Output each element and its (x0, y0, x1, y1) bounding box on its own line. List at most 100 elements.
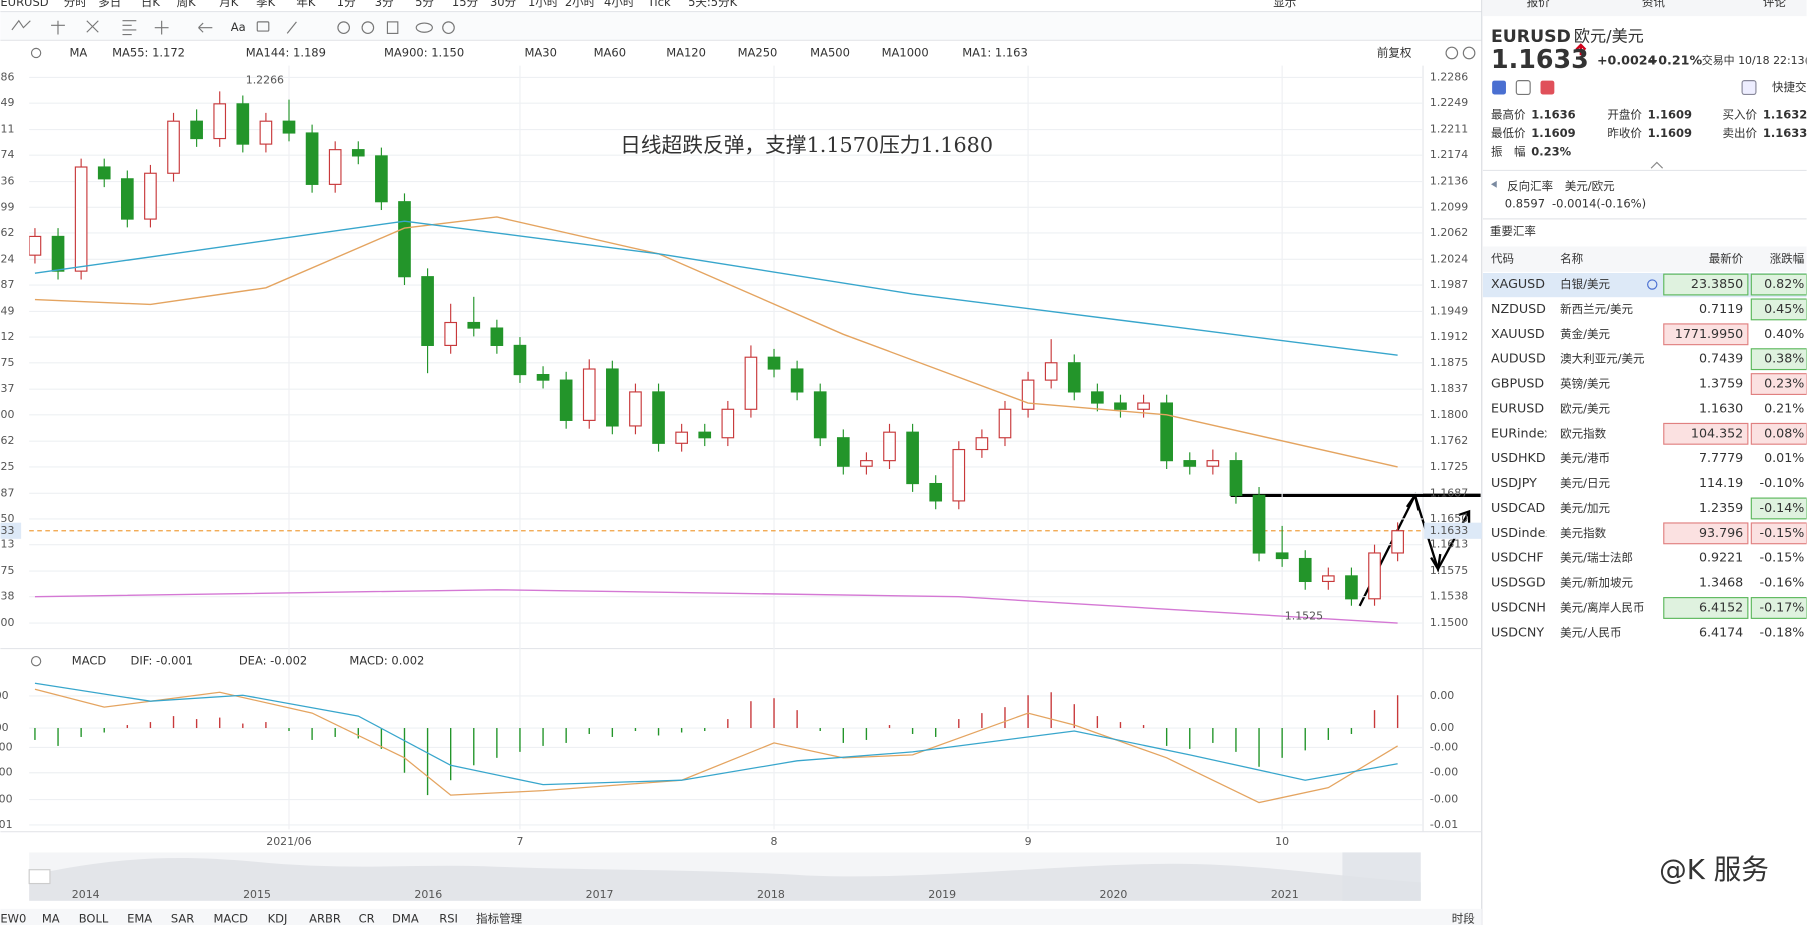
period-tab[interactable]: 1小时 (528, 0, 559, 9)
legend-entry[interactable]: MA144: 1.189 (246, 45, 326, 59)
period-tab[interactable]: 多日 (98, 0, 121, 9)
indicator-tab[interactable]: MACD (213, 912, 248, 925)
period-tab[interactable]: 30分 (490, 0, 517, 9)
tool-icon (256, 21, 270, 32)
period-menu: 时段 (1452, 912, 1475, 925)
period-tab[interactable]: 周K (177, 0, 196, 9)
period-tab[interactable]: 1分 (337, 0, 356, 9)
period-tab[interactable]: Tick (647, 0, 671, 9)
stat-label: 昨收价 (1607, 126, 1642, 140)
tool-row (0, 11, 1482, 41)
row-code[interactable]: AUDUSD (1491, 351, 1546, 366)
row-code[interactable]: GBPUSD (1491, 376, 1544, 391)
tab[interactable]: 评论 (1763, 0, 1786, 9)
row-code[interactable]: USDindex (1491, 525, 1553, 540)
row-code[interactable]: XAGUSD (1491, 276, 1545, 291)
y-tick-label: 1.2286 (1430, 70, 1468, 83)
y-tick-label: 0.00 (1430, 689, 1454, 702)
indicator-tab[interactable]: EMA (127, 912, 152, 925)
candle-body (536, 373, 550, 381)
legend-entry[interactable]: MA60 (594, 45, 626, 59)
zoom-icon (1462, 46, 1476, 60)
legend-entry[interactable]: MA55: 1.172 (112, 45, 185, 59)
flash-box (1750, 497, 1807, 520)
restore-mode[interactable]: 前复权 (1377, 45, 1412, 59)
indicator-tab[interactable]: ARBR (309, 912, 341, 925)
row-change: 0.21% (1764, 400, 1804, 415)
navigator-handle (28, 869, 51, 885)
period-tab[interactable]: 季K (256, 0, 275, 9)
row-change: -0.10% (1760, 475, 1805, 490)
indicator-tab[interactable]: RSI (439, 912, 458, 925)
tab[interactable]: 报价 (1527, 0, 1550, 9)
candle-body (790, 368, 804, 393)
row-change: -0.15% (1760, 525, 1805, 540)
legend-entry[interactable]: MA30 (525, 45, 557, 59)
row-code[interactable]: USDJPY (1491, 475, 1537, 490)
icon (1540, 80, 1555, 95)
tab[interactable]: 资讯 (1642, 0, 1665, 9)
row-code[interactable]: USDCHF (1491, 550, 1544, 565)
flash-box (1750, 298, 1807, 321)
row-code[interactable]: USDHKD (1491, 450, 1546, 465)
period-tab[interactable]: 日K (141, 0, 160, 9)
indicator-tab[interactable]: 指标管理 (476, 912, 522, 925)
indicator-tab[interactable]: SAR (171, 912, 194, 925)
period-tab[interactable]: 5分 (415, 0, 434, 9)
row-code[interactable]: EURUSD (1491, 400, 1544, 415)
x-tick-label: 9 (1025, 835, 1032, 848)
legend-entry[interactable]: MA900: 1.150 (384, 45, 464, 59)
indicator-tab[interactable]: CR (359, 912, 375, 925)
row-code[interactable]: USDSGD (1491, 575, 1546, 590)
last-price-label: 1.1633 (0, 524, 15, 537)
legend-entry[interactable]: MA250 (738, 45, 778, 59)
row-change: -0.17% (1760, 599, 1805, 614)
legend-entry: DIF: -0.001 (131, 654, 194, 668)
row-price: 1.2359 (1699, 500, 1743, 515)
tool-icon (337, 21, 350, 34)
flash-box (1750, 597, 1807, 619)
row-code[interactable]: USDCNH (1491, 599, 1546, 614)
y-tick-label: 1.1650 (1430, 512, 1468, 525)
legend-entry[interactable]: MA1000 (882, 45, 929, 59)
candle-body (629, 391, 642, 427)
y-tick-label: 1.2286 (0, 70, 15, 83)
candle-body (1321, 575, 1335, 583)
candle-body (305, 132, 319, 185)
font-tool: Aa (231, 20, 246, 34)
period-tab[interactable]: 月K (219, 0, 238, 9)
settings-icon (30, 47, 42, 59)
candle-body (120, 178, 134, 220)
legend-entry: MA1: 1.163 (962, 45, 1028, 59)
period-tab[interactable]: 分时 (64, 0, 87, 9)
indicator-tab[interactable]: BOLL (79, 912, 109, 925)
period-tab[interactable]: 3分 (375, 0, 394, 9)
period-tab[interactable]: 4小时 (604, 0, 635, 9)
indicator-tab[interactable]: KDJ (268, 912, 288, 925)
row-price: 6.4174 (1699, 624, 1743, 639)
row-code[interactable]: NZDUSD (1491, 301, 1546, 316)
macd-line (34, 688, 1398, 804)
period-tab[interactable]: 年K (296, 0, 315, 9)
y-tick-label: 1.1500 (0, 616, 15, 629)
indicator-tab[interactable]: MA (42, 912, 60, 925)
period-tab[interactable]: 2小时 (565, 0, 596, 9)
indicator-tab[interactable]: DMA (392, 912, 419, 925)
row-change: 0.08% (1764, 425, 1804, 440)
shortcut[interactable]: 快捷交 (1772, 80, 1807, 94)
tool-icon (386, 21, 399, 34)
row-code[interactable]: USDCAD (1491, 500, 1545, 515)
row-code[interactable]: XAUUSD (1491, 326, 1545, 341)
legend-entry[interactable]: MA500 (810, 45, 850, 59)
row-code[interactable]: USDCNY (1491, 624, 1544, 639)
legend-entry[interactable]: MA120 (666, 45, 706, 59)
reverse-pair[interactable]: 美元/欧元 (1565, 179, 1615, 193)
indicator-tab[interactable]: EW0 (0, 912, 26, 925)
row-code[interactable]: EURindex (1491, 425, 1552, 440)
period-tab[interactable]: 15分 (452, 0, 479, 9)
row-change: -0.15% (1760, 550, 1805, 565)
period-tab[interactable]: 5天:5分K (688, 0, 738, 9)
candle-body (421, 276, 434, 346)
